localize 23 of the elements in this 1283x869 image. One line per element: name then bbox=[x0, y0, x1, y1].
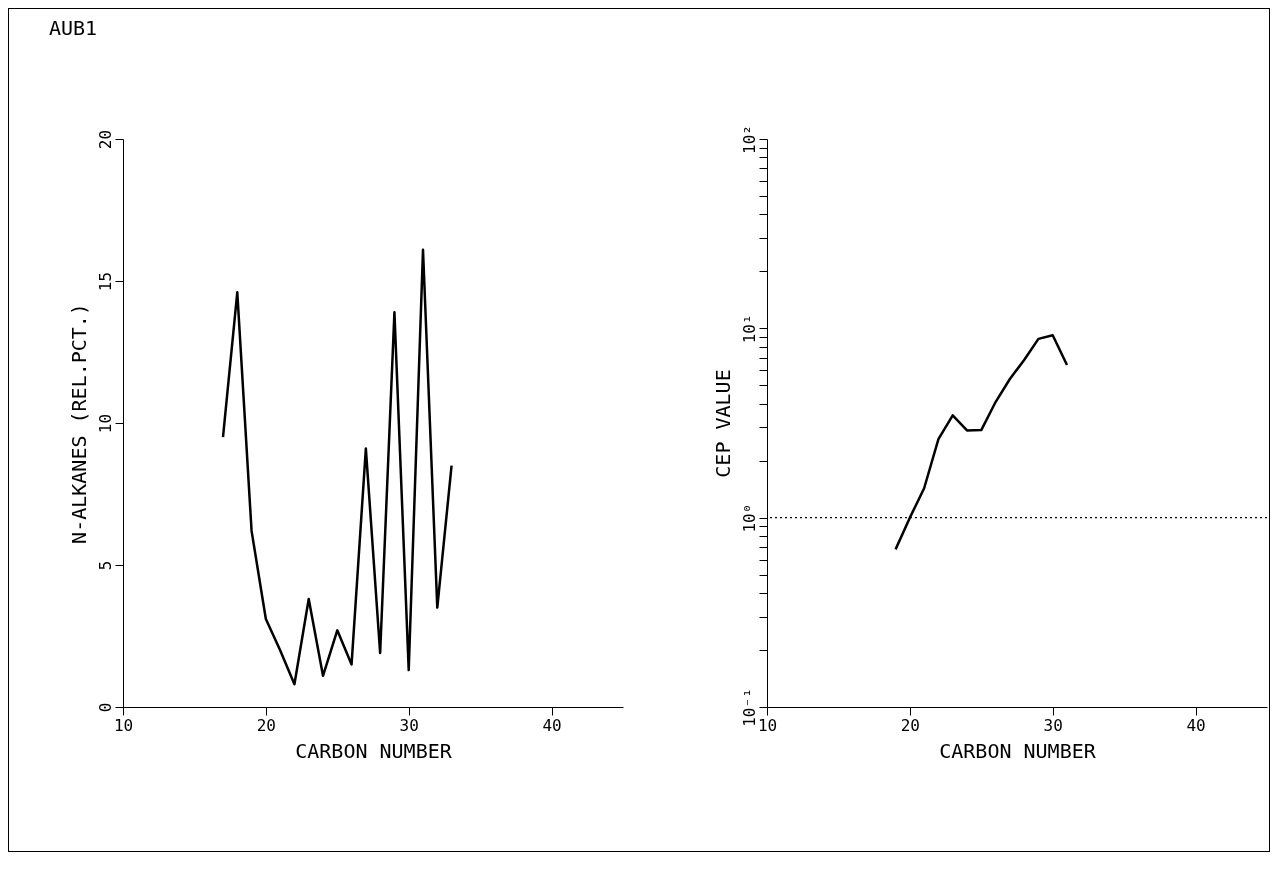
y-tick-label: 10¹ bbox=[739, 314, 759, 344]
x-axis-title: CARBON NUMBER bbox=[939, 738, 1097, 763]
x-tick-label: 40 bbox=[542, 715, 562, 735]
y-tick-label: 20 bbox=[95, 129, 115, 150]
x-tick-label: 10 bbox=[757, 715, 778, 735]
y-axis-title: CEP VALUE bbox=[710, 369, 735, 478]
chart-title: AUB1 bbox=[49, 16, 98, 41]
x-tick-label: 30 bbox=[399, 715, 419, 735]
x-tick-label: 30 bbox=[1043, 715, 1063, 735]
y-tick-label: 10 bbox=[95, 413, 115, 434]
x-tick-label: 20 bbox=[256, 715, 276, 735]
x-tick-label: 40 bbox=[1186, 715, 1206, 735]
y-tick-label: 10² bbox=[739, 125, 759, 154]
x-tick-label: 10 bbox=[113, 715, 134, 735]
y-tick-label: 10⁰ bbox=[739, 503, 759, 533]
y-tick-label: 0 bbox=[95, 702, 115, 713]
y-tick-label: 10⁻¹ bbox=[739, 688, 759, 727]
line-series bbox=[221, 248, 453, 686]
x-axis-title: CARBON NUMBER bbox=[295, 738, 453, 763]
y-tick-label: 15 bbox=[95, 271, 115, 292]
x-tick-label: 20 bbox=[900, 715, 920, 735]
y-axis-title: N-ALKANES (REL.PCT.) bbox=[66, 303, 91, 544]
y-tick-label: 5 bbox=[95, 560, 115, 571]
